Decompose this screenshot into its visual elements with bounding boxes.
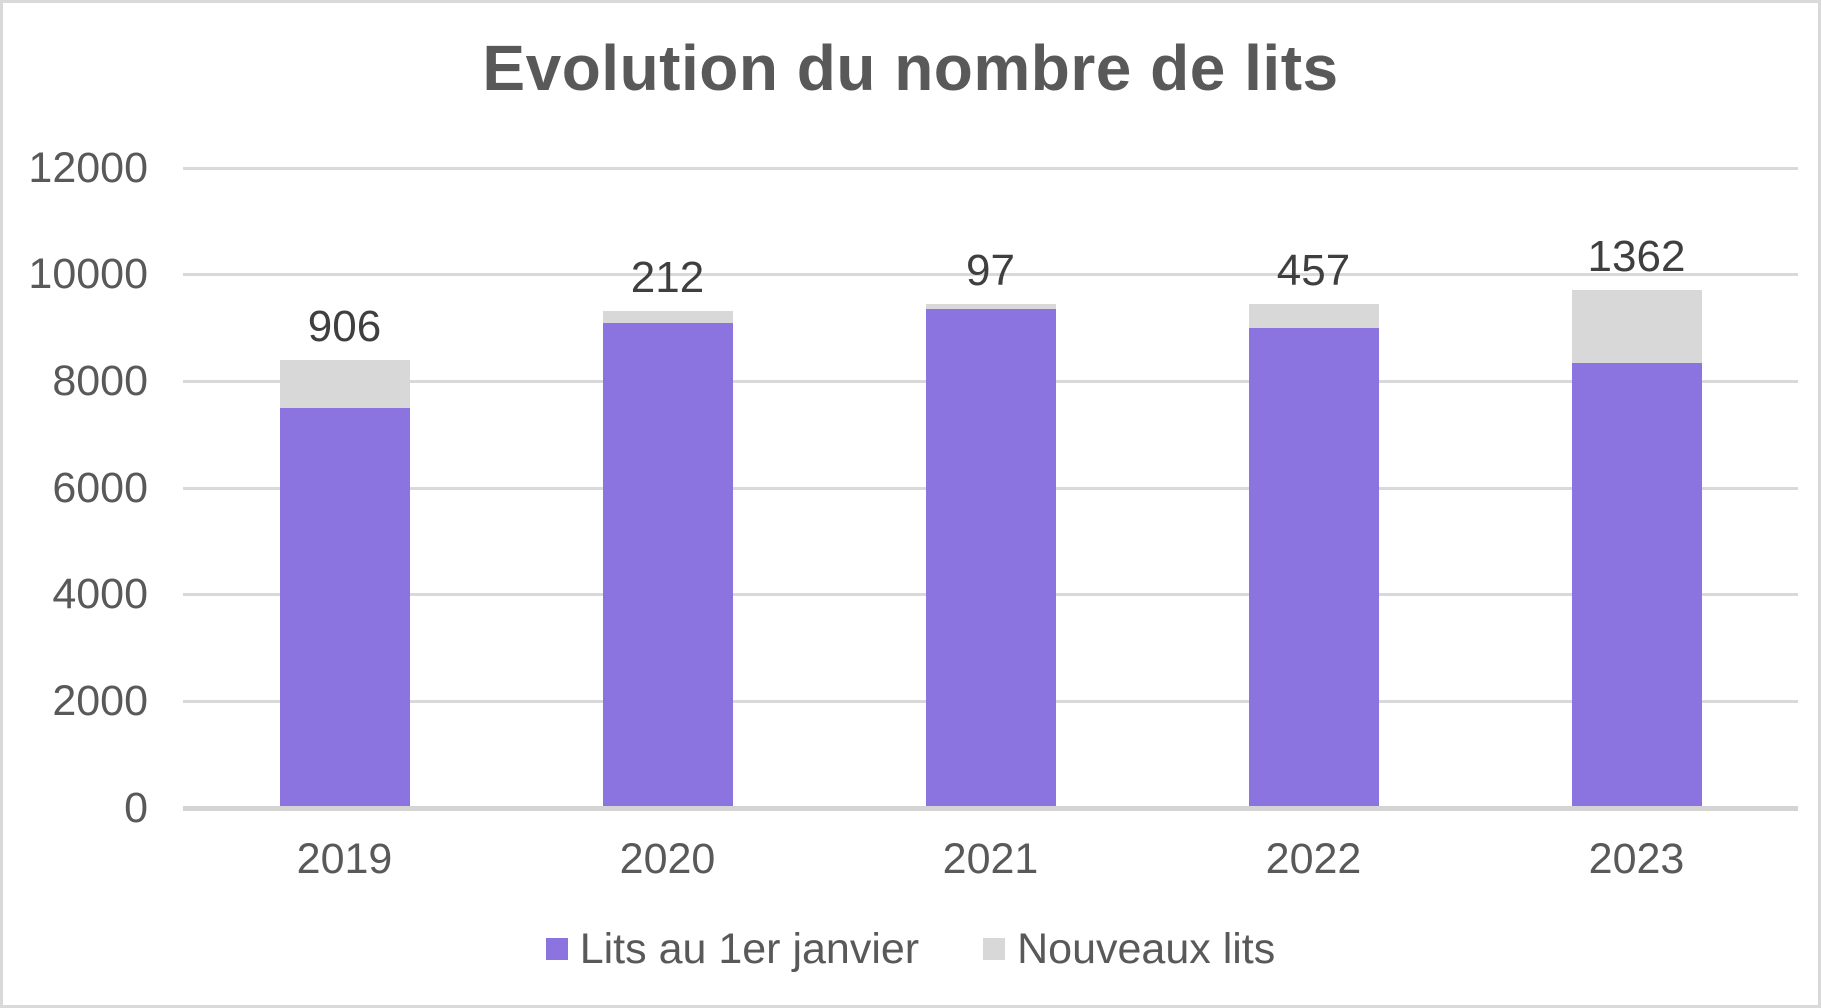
- bar-stack: [279, 359, 410, 808]
- legend-item-nouveaux-lits: Nouveaux lits: [983, 924, 1276, 973]
- plot-area: 0 2000 4000 6000 8000 10000 12000 906 2019 212 20…: [28, 146, 1798, 881]
- legend-label: Nouveaux lits: [1017, 924, 1276, 973]
- y-tick-label: 4000: [52, 570, 148, 619]
- gridline: [183, 166, 1798, 170]
- bar-stack: [1571, 290, 1702, 808]
- legend-item-lits-au-1er-janvier: Lits au 1er janvier: [545, 924, 920, 973]
- legend-label: Lits au 1er janvier: [579, 924, 920, 973]
- y-tick-label: 6000: [52, 463, 148, 512]
- legend: Lits au 1er janvier Nouveaux lits: [3, 921, 1818, 977]
- bar-segment-lits-au-1er-janvier: [1248, 328, 1379, 808]
- bar-segment-lits-au-1er-janvier: [279, 408, 410, 808]
- bar-segment-nouveaux-lits: [925, 304, 1056, 310]
- bar-stack: [602, 311, 733, 808]
- gridline: [183, 273, 1798, 277]
- x-tick-label: 2019: [296, 835, 393, 883]
- x-tick-label: 2022: [1265, 835, 1362, 883]
- y-tick-label: 8000: [52, 356, 148, 405]
- bar-value-label: 1362: [1587, 232, 1686, 282]
- legend-swatch-icon: [545, 938, 568, 960]
- bar-segment-lits-au-1er-janvier: [602, 322, 733, 808]
- y-tick-label: 12000: [28, 143, 148, 192]
- bar-segment-nouveaux-lits: [1248, 303, 1379, 328]
- bar-segment-lits-au-1er-janvier: [1571, 362, 1702, 808]
- bar-slot: 1362 2023: [1475, 168, 1798, 881]
- bar-value-label: 97: [966, 246, 1015, 296]
- bar-slot: 906 2019: [183, 168, 506, 881]
- bar-segment-nouveaux-lits: [602, 311, 733, 323]
- legend-swatch-icon: [983, 938, 1006, 960]
- y-tick-label: 2000: [52, 676, 148, 725]
- bar-value-label: 906: [307, 301, 382, 351]
- bar-stack: [1248, 303, 1379, 808]
- bar-value-label: 457: [1276, 245, 1351, 295]
- bar-slot: 97 2021: [829, 168, 1152, 881]
- bar-slot: 457 2022: [1152, 168, 1475, 881]
- x-axis-line: [183, 806, 1798, 811]
- chart-title: Evolution du nombre de lits: [482, 32, 1339, 104]
- bar-segment-lits-au-1er-janvier: [925, 309, 1056, 808]
- x-tick-label: 2021: [942, 835, 1039, 883]
- bar-segment-nouveaux-lits: [279, 359, 410, 408]
- bar-slot: 212 2020: [506, 168, 829, 881]
- x-tick-label: 2020: [619, 835, 716, 883]
- x-tick-label: 2023: [1588, 835, 1685, 883]
- bar-value-label: 212: [630, 253, 705, 303]
- y-tick-label: 10000: [28, 250, 148, 299]
- bar-segment-nouveaux-lits: [1571, 290, 1702, 363]
- y-tick-label: 0: [124, 783, 148, 832]
- bar-stack: [925, 304, 1056, 808]
